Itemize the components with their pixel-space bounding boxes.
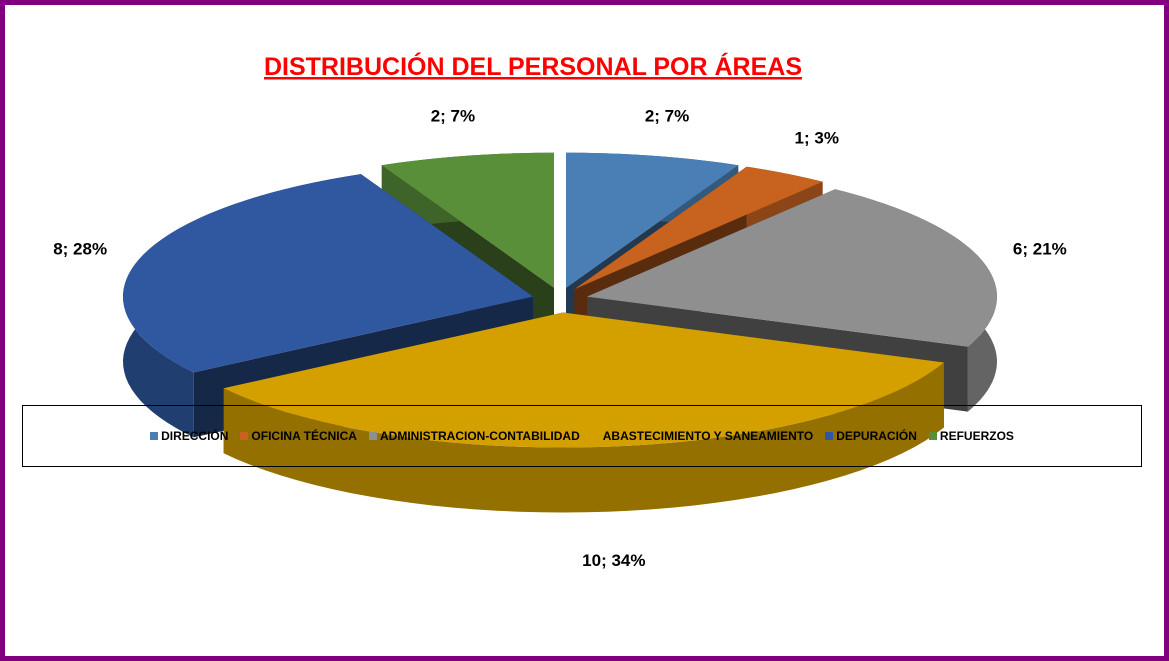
slice-top xyxy=(574,166,823,290)
slice-top xyxy=(223,312,944,448)
legend-swatch xyxy=(825,432,834,440)
legend-swatch xyxy=(368,432,377,440)
legend-swatch xyxy=(591,432,600,440)
data-label: 2; 7% xyxy=(645,106,689,125)
legend-swatch xyxy=(928,432,937,440)
legend-item: REFUERZOS xyxy=(928,429,1014,443)
legend-label: ADMINISTRACION-CONTABILIDAD xyxy=(379,429,580,443)
legend-item: DEPURACIÓN xyxy=(825,429,917,443)
legend-label: REFUERZOS xyxy=(939,429,1014,443)
data-label: 8; 28% xyxy=(53,239,107,258)
chart-title: DISTRIBUCIÓN DEL PERSONAL POR ÁREAS xyxy=(264,51,802,81)
legend-item: ABASTECIMIENTO Y SANEAMIENTO xyxy=(591,429,814,443)
legend-label: DEPURACIÓN xyxy=(836,429,917,443)
legend-item: DIRECCIÓN xyxy=(150,429,228,443)
legend-label: ABASTECIMIENTO Y SANEAMIENTO xyxy=(602,429,814,443)
data-label: 1; 3% xyxy=(795,129,839,148)
legend-label: OFICINA TÉCNICA xyxy=(251,429,357,443)
legend-item: ADMINISTRACION-CONTABILIDAD xyxy=(368,429,580,443)
chart: DISTRIBUCIÓN DEL PERSONAL POR ÁREAS 2; 7… xyxy=(53,51,1067,570)
legend-swatch xyxy=(240,432,249,440)
slice-top xyxy=(123,174,533,373)
slice-top xyxy=(566,152,739,288)
data-label: 2; 7% xyxy=(431,106,475,125)
slice-top xyxy=(587,189,997,347)
slice-side xyxy=(223,362,944,513)
data-label: 10; 34% xyxy=(582,551,645,570)
legend: DIRECCIÓN OFICINA TÉCNICA ADMINISTRACION-C… xyxy=(22,405,1142,467)
slice xyxy=(223,312,944,513)
legend-swatch xyxy=(150,432,159,440)
legend-item: OFICINA TÉCNICA xyxy=(240,429,357,443)
slice-top xyxy=(381,152,554,288)
legend-label: DIRECCIÓN xyxy=(161,429,229,443)
data-label: 6; 21% xyxy=(1013,239,1067,258)
